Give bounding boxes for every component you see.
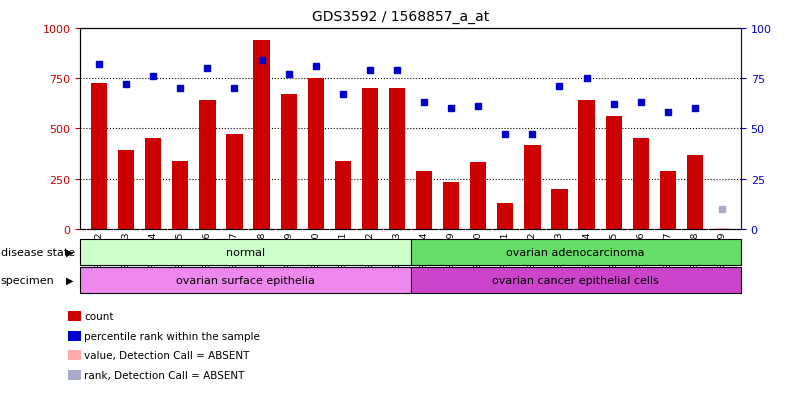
Text: GSM359972: GSM359972 [95,230,103,288]
Text: GSM359978: GSM359978 [257,230,266,288]
Bar [525,146,541,229]
Text: GSM360047: GSM360047 [663,230,672,288]
Text: GSM359976: GSM359976 [203,230,212,288]
Bar [199,101,215,229]
Bar [633,139,649,229]
Text: normal: normal [226,247,265,257]
Text: count: count [84,311,114,321]
Bar [308,79,324,229]
Bar [714,228,730,229]
Bar [172,161,188,229]
Text: GSM360043: GSM360043 [555,230,564,288]
Text: value, Detection Call = ABSENT: value, Detection Call = ABSENT [84,351,249,361]
Text: ovarian surface epithelia: ovarian surface epithelia [176,275,315,285]
Bar [227,135,243,229]
Text: GSM359982: GSM359982 [365,230,374,288]
Bar [497,203,513,229]
Text: GSM359980: GSM359980 [312,230,320,288]
Text: specimen: specimen [1,275,54,285]
Bar [145,139,161,229]
Bar [411,268,741,293]
Text: ▶: ▶ [66,275,73,285]
Text: GSM360042: GSM360042 [528,230,537,288]
Bar [80,240,411,265]
Text: GDS3592 / 1568857_a_at: GDS3592 / 1568857_a_at [312,10,489,24]
Bar [443,182,459,229]
Bar [362,89,378,229]
Bar [335,161,351,229]
Text: ovarian cancer epithelial cells: ovarian cancer epithelial cells [493,275,659,285]
Bar [118,151,135,229]
Text: GSM360049: GSM360049 [718,230,727,288]
Bar [91,84,107,229]
Text: GSM359983: GSM359983 [392,230,401,288]
Text: GSM359974: GSM359974 [149,230,158,288]
Bar [411,240,741,265]
Text: GSM360044: GSM360044 [582,230,591,288]
Text: GSM360048: GSM360048 [690,230,699,288]
Bar [470,162,486,229]
Bar [388,89,405,229]
Bar [280,95,296,229]
Text: GSM360040: GSM360040 [473,230,483,288]
Text: GSM359984: GSM359984 [420,230,429,288]
Text: GSM359975: GSM359975 [175,230,185,288]
Bar [416,171,433,229]
Bar [686,156,703,229]
Bar [80,268,411,293]
Text: ovarian adenocarcinoma: ovarian adenocarcinoma [506,247,645,257]
Text: GSM360041: GSM360041 [501,230,509,288]
Text: GSM360046: GSM360046 [636,230,646,288]
Bar [253,41,270,229]
Text: GSM359979: GSM359979 [284,230,293,288]
Text: GSM359981: GSM359981 [338,230,348,288]
Bar [660,171,676,229]
Bar [606,117,622,229]
Text: GSM360045: GSM360045 [609,230,618,288]
Text: ▶: ▶ [66,247,73,257]
Bar [551,189,568,229]
Bar [578,101,594,229]
Text: disease state: disease state [1,247,75,257]
Text: GSM359977: GSM359977 [230,230,239,288]
Text: percentile rank within the sample: percentile rank within the sample [84,331,260,341]
Text: GSM360039: GSM360039 [447,230,456,288]
Text: rank, Detection Call = ABSENT: rank, Detection Call = ABSENT [84,370,244,380]
Text: GSM359973: GSM359973 [122,230,131,288]
